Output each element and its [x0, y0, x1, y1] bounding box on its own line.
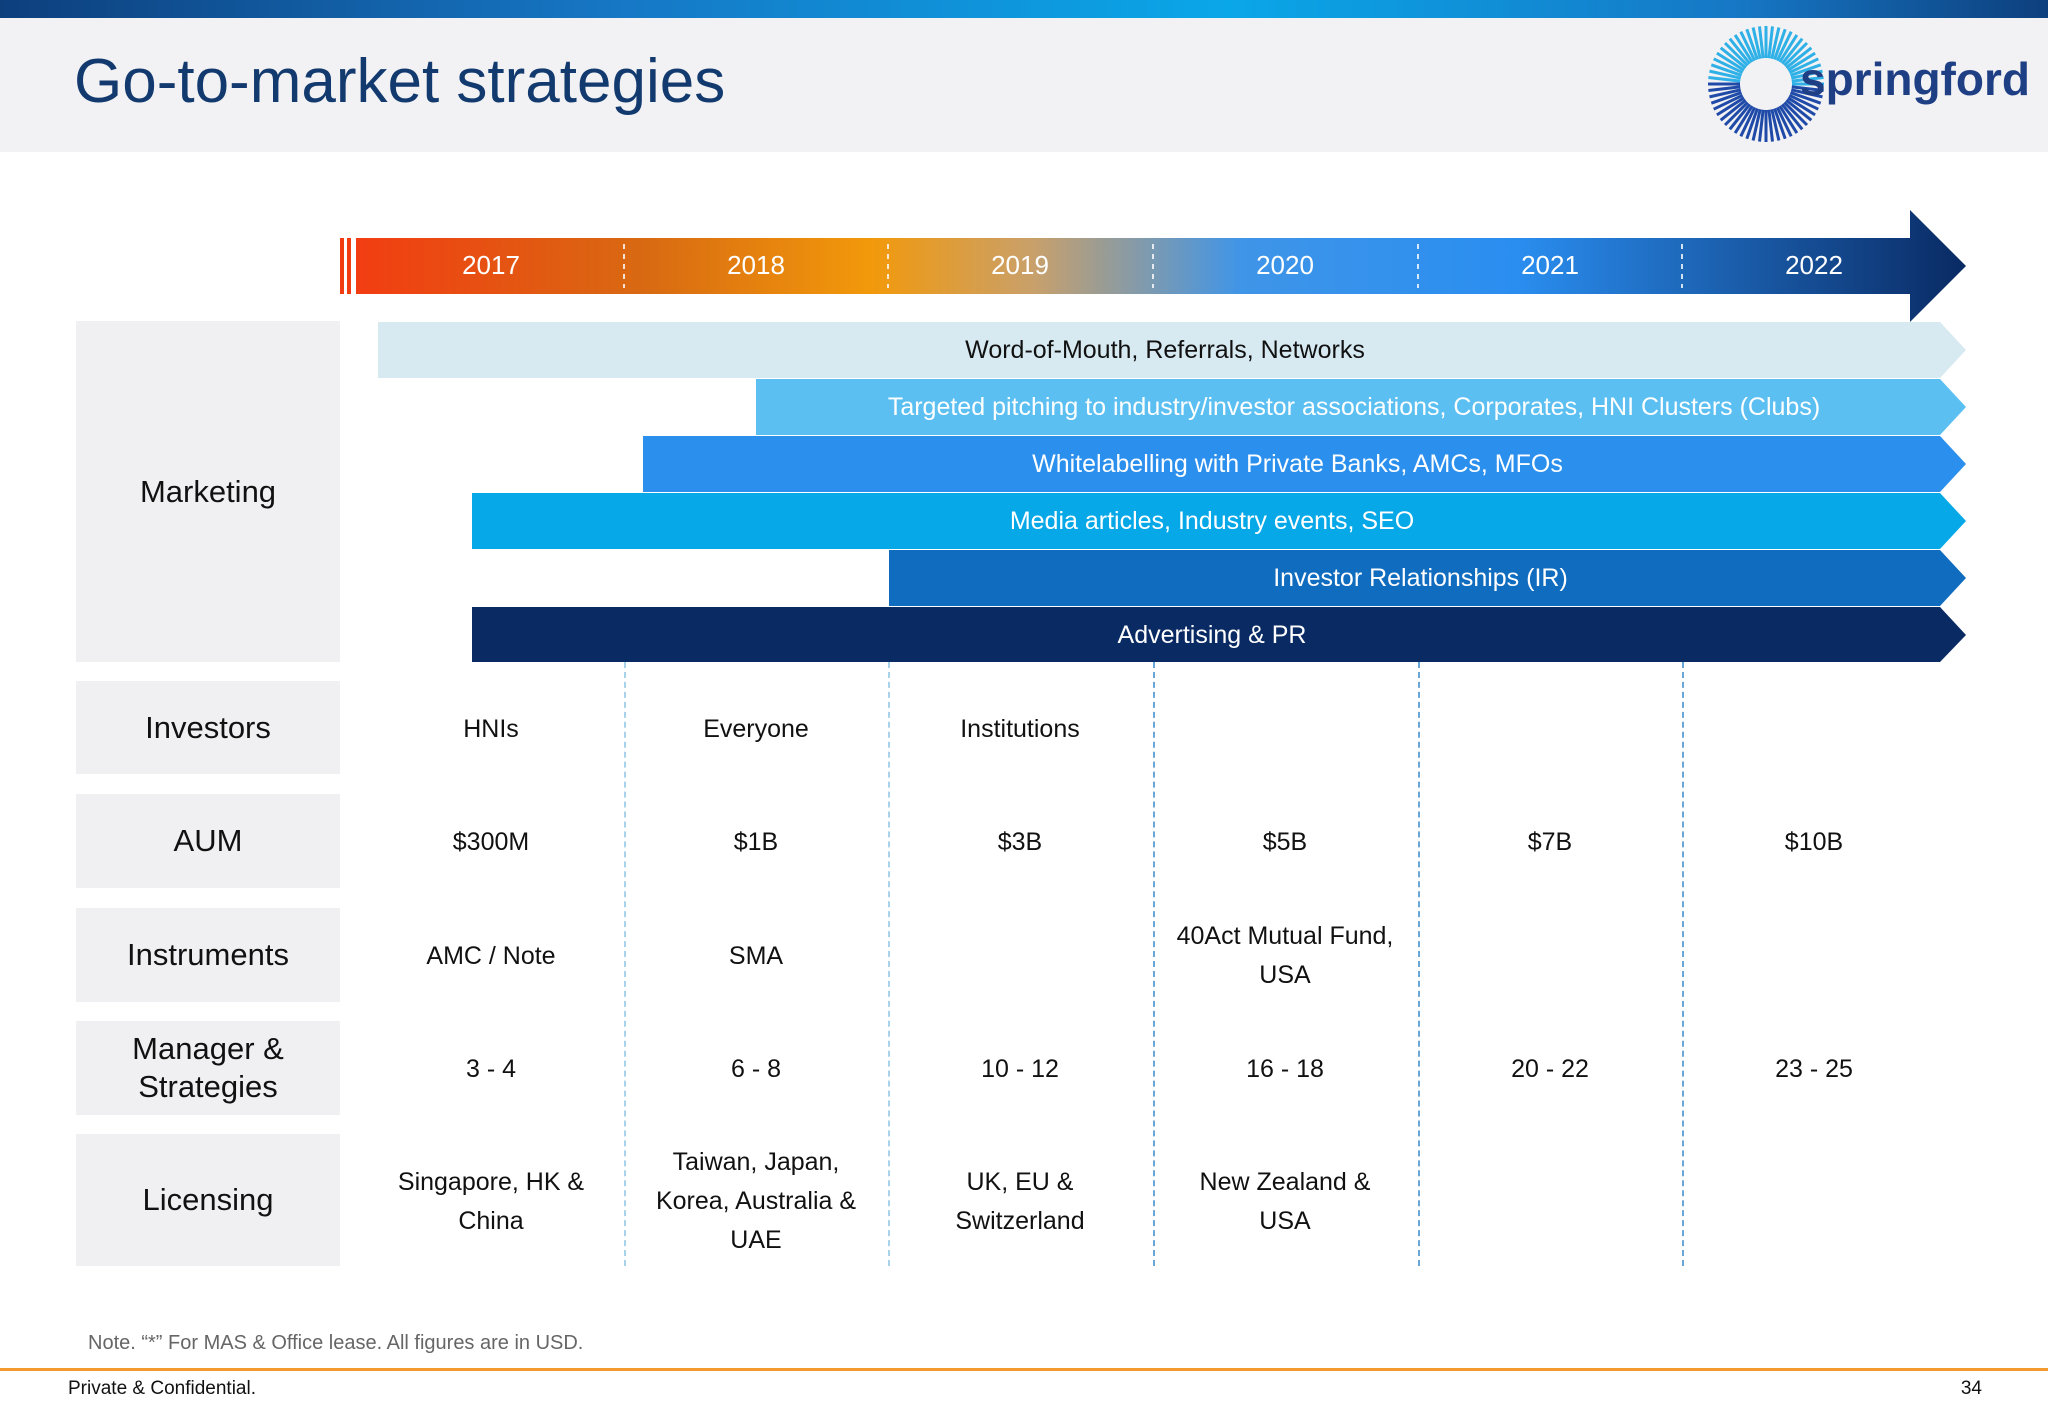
aum-cell: $3B — [997, 828, 1043, 856]
marketing-bar-label: Whitelabelling with Private Banks, AMCs,… — [1032, 450, 1563, 478]
row-header-instruments: Instruments — [76, 908, 340, 1002]
marketing-bar — [889, 550, 1966, 606]
aum-cell: $7B — [1527, 828, 1573, 856]
aum-cell: $300M — [452, 828, 530, 856]
marketing-bar — [643, 436, 1966, 492]
row-header-investors: Investors — [76, 681, 340, 774]
year-label: 2021 — [1521, 250, 1579, 280]
marketing-bar — [472, 607, 1966, 662]
investors-cell: HNIs — [463, 715, 519, 743]
year-label: 2022 — [1785, 250, 1843, 280]
footer-divider — [0, 1368, 2048, 1371]
instruments-cell: AMC / Note — [426, 942, 556, 970]
marketing-bar — [756, 379, 1966, 435]
row-header-licensing: Licensing — [76, 1134, 340, 1266]
page-number: 34 — [1960, 1378, 1982, 1399]
timeline-arrow — [340, 210, 1966, 322]
row-header-manager-strategies: Manager & Strategies — [76, 1021, 340, 1115]
slide-header — [0, 18, 2048, 152]
marketing-bar-label: Advertising & PR — [1117, 621, 1307, 649]
top-accent-bar — [0, 0, 2048, 18]
year-label: 2017 — [462, 250, 520, 280]
springford-logo-icon — [1708, 26, 1824, 142]
row-header-aum: AUM — [76, 794, 340, 888]
footnote: Note. “*” For MAS & Office lease. All fi… — [88, 1332, 584, 1354]
instruments-cell: 40Act Mutual Fund, USA — [1176, 922, 1394, 989]
marketing-bar — [472, 493, 1966, 549]
manager-strategies-cell: 6 - 8 — [730, 1055, 782, 1083]
logo-text: springford — [1800, 53, 2030, 105]
instruments-cell: SMA — [728, 942, 784, 970]
manager-strategies-cell: 3 - 4 — [465, 1055, 517, 1083]
marketing-bar-label: Media articles, Industry events, SEO — [1009, 507, 1415, 535]
aum-cell: $10B — [1784, 828, 1844, 856]
marketing-bar-label: Investor Relationships (IR) — [1273, 564, 1568, 592]
row-header-marketing: Marketing — [76, 321, 340, 662]
manager-strategies-cell: 23 - 25 — [1775, 1055, 1853, 1083]
manager-strategies-cell: 16 - 18 — [1246, 1055, 1324, 1083]
marketing-bar-label: Targeted pitching to industry/investor a… — [887, 393, 1821, 421]
page-title: Go-to-market strategies — [74, 47, 726, 116]
year-label: 2019 — [991, 250, 1049, 280]
aum-cell: $5B — [1262, 828, 1308, 856]
investors-cell: Institutions — [960, 715, 1080, 743]
year-divider — [624, 662, 626, 1266]
marketing-bar-label: Word-of-Mouth, Referrals, Networks — [965, 336, 1365, 364]
manager-strategies-cell: 20 - 22 — [1511, 1055, 1589, 1083]
year-label: 2020 — [1256, 250, 1314, 280]
marketing-bars — [378, 322, 1966, 662]
licensing-cell: Singapore, HK & China — [397, 1168, 585, 1235]
aum-cell: $1B — [733, 828, 779, 856]
year-divider — [1682, 662, 1684, 1266]
confidential-label: Private & Confidential. — [68, 1378, 256, 1399]
year-divider — [888, 662, 890, 1266]
year-divider — [1153, 662, 1155, 1266]
marketing-bar — [378, 322, 1966, 378]
year-label: 2018 — [727, 250, 785, 280]
licensing-cell: New Zealand & USA — [1199, 1168, 1371, 1235]
licensing-cell: Taiwan, Japan, Korea, Australia & UAE — [655, 1148, 857, 1254]
manager-strategies-cell: 10 - 12 — [981, 1055, 1059, 1083]
licensing-cell: UK, EU & Switzerland — [955, 1168, 1085, 1235]
year-divider — [1418, 662, 1420, 1266]
investors-cell: Everyone — [703, 715, 809, 743]
